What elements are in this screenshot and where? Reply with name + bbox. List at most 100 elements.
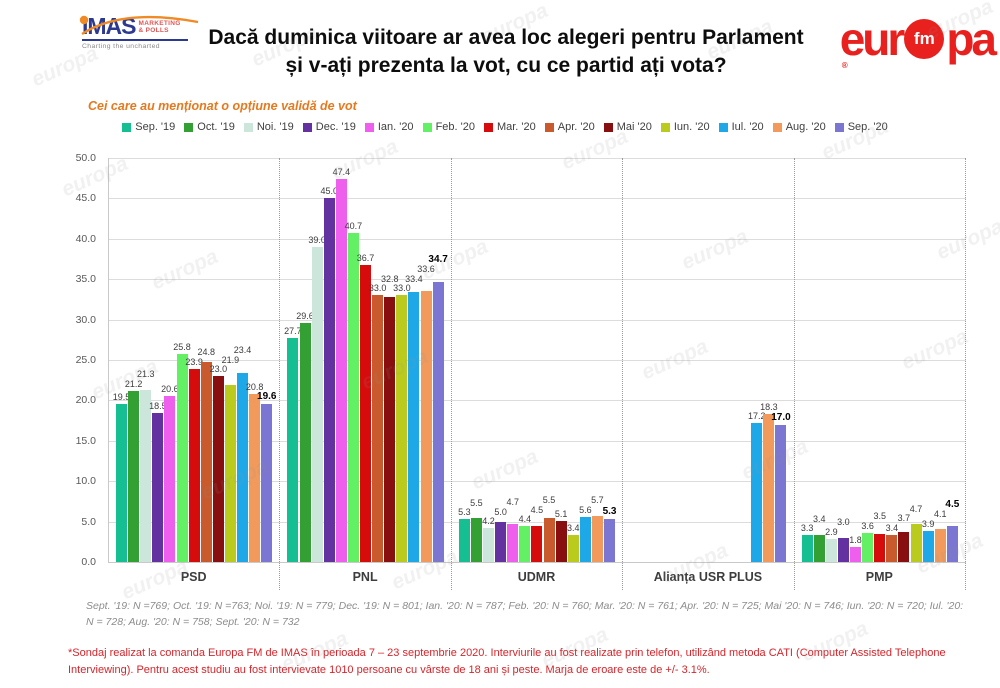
bar <box>261 403 273 562</box>
legend-swatch <box>834 122 844 132</box>
bar <box>763 414 775 562</box>
bar <box>360 265 372 562</box>
imas-wordmark: IMAS MARKETING & POLLS <box>82 13 188 41</box>
bar <box>188 368 200 562</box>
bar <box>507 524 519 562</box>
chart-legend: Sep. '19 Oct. '19 Noi. '19 Dec. '19 Ian. '20… <box>80 121 930 133</box>
bar-value-label: 34.7 <box>428 253 448 265</box>
legend-label: Sep. '19 <box>135 121 176 133</box>
bar <box>470 517 482 562</box>
plot-area: 19.5 21.2 21.3 18.5 20.6 25.8 23.9 24.8 23.0 21.9… <box>108 158 966 563</box>
chart-subtitle: Cei care au menționat o opțiune validă d… <box>88 99 357 113</box>
legend-swatch <box>422 122 432 132</box>
bar-value-label: 5.7 <box>591 495 604 506</box>
bar-value-label: 3.5 <box>873 511 887 522</box>
gridline <box>109 238 966 240</box>
y-axis: 0.0 5.0 10.0 15.0 20.0 25.0 30.0 35.0 40.0 45.0 50… <box>60 152 102 568</box>
legend-label: Aug. '20 <box>785 121 826 133</box>
category-label: PSD <box>180 570 207 584</box>
bar-value-label: 33.6 <box>417 264 435 275</box>
y-axis-tick-label: 25.0 <box>75 354 96 366</box>
bar-value-label: 18.5 <box>149 400 167 411</box>
y-axis-tick-label: 10.0 <box>75 475 96 488</box>
bar <box>850 547 862 562</box>
methodology-note: *Sondaj realizat la comanda Europa FM de… <box>68 647 946 677</box>
category-label: Alianța USR PLUS <box>653 570 763 584</box>
chart-title-line1: Dacă duminica viitoare ar avea loc alege… <box>208 26 804 49</box>
bar-value-label: 5.5 <box>470 497 483 508</box>
legend-label: Dec. '19 <box>315 121 356 133</box>
legend-label: Iul. '20 <box>731 121 764 133</box>
bar-value-label: 40.7 <box>344 221 363 232</box>
imas-name: IMAS <box>82 13 136 39</box>
y-axis-tick-label: 20.0 <box>75 394 96 407</box>
y-axis-tick-label: 15.0 <box>75 434 96 447</box>
legend-item: Mar. '20 <box>483 121 536 133</box>
bar <box>396 295 408 562</box>
europafm-text-left: eur <box>839 13 906 65</box>
bar <box>408 292 420 562</box>
legend-item: Aug. '20 <box>772 121 826 133</box>
bar <box>311 246 323 562</box>
imas-subtitle: MARKETING & POLLS <box>139 20 181 35</box>
bar-value-label: 18.3 <box>760 401 778 412</box>
gridline <box>109 198 966 200</box>
bar-value-label: 29.6 <box>296 310 314 321</box>
legend-swatch <box>302 122 312 132</box>
legend-item: Mai '20 <box>603 121 652 133</box>
legend-swatch <box>243 122 253 132</box>
bar <box>237 372 249 562</box>
bar-value-label: 17.2 <box>747 411 766 422</box>
legend-swatch <box>483 122 493 132</box>
bar <box>200 361 212 562</box>
bar <box>224 385 236 562</box>
bar <box>531 525 543 562</box>
europafm-fm-label: fm <box>913 29 935 48</box>
bar-value-label: 20.6 <box>161 383 179 394</box>
bar-value-label: 21.2 <box>124 378 143 389</box>
y-axis-tick-label: 30.0 <box>75 313 96 326</box>
bar-value-label: 3.4 <box>812 513 826 524</box>
bar-value-label: 3.4 <box>566 522 580 533</box>
category-label: UDMR <box>517 570 556 584</box>
legend-label: Iun. '20 <box>673 121 710 133</box>
bar <box>152 412 164 562</box>
bar <box>862 532 874 562</box>
bar <box>898 532 910 562</box>
bar-value-label: 33.0 <box>368 283 387 294</box>
bar-value-label: 27.7 <box>284 326 302 337</box>
bar-value-label: 23.0 <box>209 364 228 375</box>
y-axis-tick-label: 40.0 <box>75 232 96 245</box>
registered-mark-icon: ® <box>841 61 848 70</box>
bar <box>483 528 495 562</box>
plot-right-edge <box>965 158 966 590</box>
bar-value-label: 47.4 <box>332 167 351 178</box>
bar <box>116 404 128 562</box>
bar <box>128 390 140 562</box>
bar <box>886 534 898 562</box>
bar <box>910 524 922 562</box>
legend-item: Iul. '20 <box>718 121 764 133</box>
x-axis-category-row: PSD PNL UDMR Alianța USR PLUS PMP <box>108 566 965 590</box>
y-axis-tick-label: 0.0 <box>81 556 96 568</box>
bar-value-label: 4.2 <box>482 516 495 527</box>
imas-sub-line2: & POLLS <box>138 27 169 35</box>
bar <box>837 537 849 562</box>
bar-value-label: 32.8 <box>380 273 399 284</box>
bar-value-label: 24.8 <box>197 347 216 358</box>
bar-value-label: 17.0 <box>771 411 791 423</box>
bar <box>140 389 152 562</box>
europafm-fm-badge: fm <box>904 19 945 59</box>
legend-swatch <box>772 122 782 132</box>
bar <box>249 393 261 562</box>
bar-value-label: 45.0 <box>320 186 339 197</box>
gridline <box>109 400 966 402</box>
bar-value-label: 25.8 <box>173 341 191 352</box>
gridline <box>109 360 966 361</box>
bar <box>287 338 299 562</box>
y-axis-tick-label: 35.0 <box>75 273 96 286</box>
bar-value-label: 23.9 <box>185 356 203 367</box>
bar <box>519 526 531 562</box>
bar <box>495 521 507 562</box>
category-separator <box>622 158 624 590</box>
